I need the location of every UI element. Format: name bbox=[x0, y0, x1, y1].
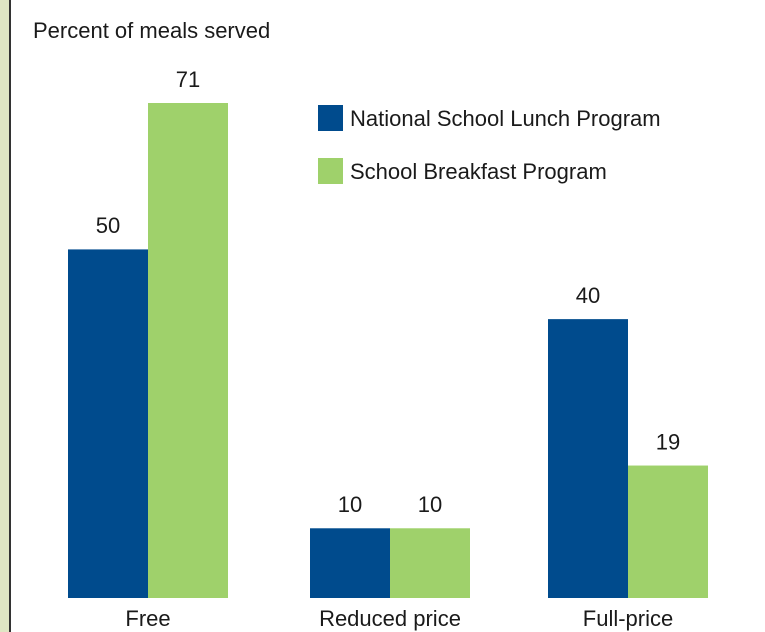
bar bbox=[310, 528, 390, 598]
data-label: 50 bbox=[96, 213, 120, 238]
legend-label: School Breakfast Program bbox=[350, 159, 607, 184]
data-label: 40 bbox=[576, 283, 600, 308]
data-label: 10 bbox=[418, 492, 442, 517]
data-label: 71 bbox=[176, 67, 200, 92]
bar bbox=[148, 103, 228, 598]
data-label: 10 bbox=[338, 492, 362, 517]
legend-label: National School Lunch Program bbox=[350, 106, 661, 131]
bar bbox=[68, 249, 148, 598]
x-tick-label: Reduced price bbox=[319, 606, 461, 631]
side-border bbox=[9, 0, 11, 632]
bar bbox=[628, 465, 708, 598]
data-label: 19 bbox=[656, 429, 680, 454]
bar bbox=[548, 319, 628, 598]
y-axis-label: Percent of meals served bbox=[33, 18, 270, 43]
x-tick-label: Free bbox=[125, 606, 170, 631]
legend-swatch bbox=[318, 105, 343, 131]
side-strip bbox=[0, 0, 9, 632]
legend-swatch bbox=[318, 158, 343, 184]
bar bbox=[390, 528, 470, 598]
x-tick-label: Full-price bbox=[583, 606, 673, 631]
